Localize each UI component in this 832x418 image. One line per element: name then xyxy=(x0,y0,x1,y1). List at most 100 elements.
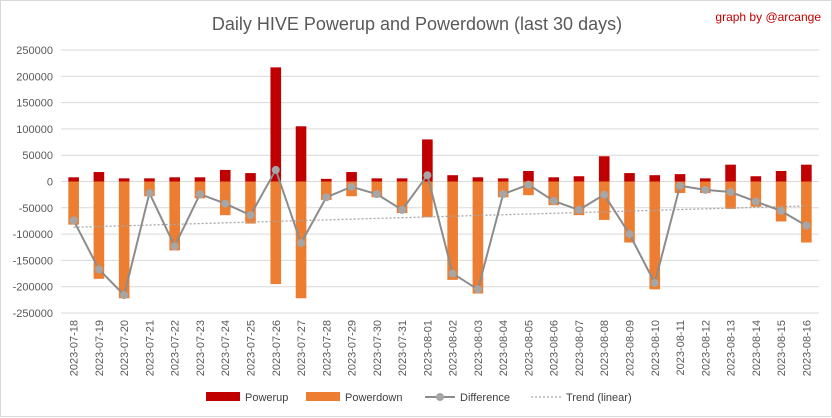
powerup-bar xyxy=(320,178,332,182)
powerup-bar xyxy=(548,177,560,182)
powerdown-bar xyxy=(118,181,130,299)
powerdown-bar xyxy=(422,181,433,218)
y-tick-label: -250000 xyxy=(13,308,53,320)
difference-point xyxy=(448,269,457,278)
powerdown-bar xyxy=(598,181,610,220)
powerdown-bar xyxy=(270,181,282,285)
powerup-bar xyxy=(245,173,256,182)
powerup-bar xyxy=(624,173,635,182)
y-tick-label: 100000 xyxy=(16,124,53,136)
powerdown-bar xyxy=(169,181,181,251)
x-tick-label: 2023-08-11 xyxy=(675,320,687,375)
powerdown-bar xyxy=(245,181,256,224)
difference-point xyxy=(347,182,356,191)
powerup-bar xyxy=(219,169,231,182)
difference-point xyxy=(120,291,129,300)
difference-point xyxy=(322,193,331,202)
difference-point xyxy=(372,190,381,199)
difference-point xyxy=(473,285,482,294)
legend-swatch xyxy=(306,392,340,401)
chart-credit: graph by @arcange xyxy=(715,10,821,24)
x-tick-label: 2023-07-25 xyxy=(246,320,258,376)
x-tick-label: 2023-07-24 xyxy=(220,320,232,376)
powerdown-bar xyxy=(396,181,408,214)
legend: Powerup Powerdown Difference Trend (linear) xyxy=(206,392,632,404)
y-tick-label: -100000 xyxy=(13,229,53,241)
legend-swatch xyxy=(206,392,240,401)
difference-point xyxy=(777,206,786,215)
powerup-bar xyxy=(523,170,534,182)
legend-label: Powerup xyxy=(245,392,288,404)
powerdown-bar xyxy=(371,181,383,198)
chart-title: Daily HIVE Powerup and Powerdown (last 3… xyxy=(212,14,622,34)
x-tick-label: 2023-07-22 xyxy=(170,320,182,376)
difference-point xyxy=(600,190,609,199)
powerup-bar xyxy=(699,178,711,182)
difference-point xyxy=(271,165,280,174)
x-tick-label: 2023-08-07 xyxy=(574,320,586,376)
x-tick-label: 2023-08-01 xyxy=(422,320,434,376)
difference-point xyxy=(69,216,78,225)
y-axis-ticks: 250000 200000 150000 100000 50000 0 -50000 -100… xyxy=(13,45,53,320)
difference-point xyxy=(297,239,306,248)
powerdown-bar xyxy=(447,181,458,280)
legend-marker xyxy=(436,393,444,401)
powerup-bar xyxy=(194,177,206,182)
x-tick-label: 2023-08-14 xyxy=(751,320,763,376)
legend-item: Trend (linear) xyxy=(531,392,632,404)
powerup-bar xyxy=(396,178,408,182)
difference-point xyxy=(398,205,407,214)
difference-point xyxy=(145,189,154,198)
difference-point xyxy=(221,199,230,208)
x-axis-ticks: 2023-07-18 2023-07-19 2023-07-20 2023-07-21… xyxy=(69,320,814,376)
legend-label: Difference xyxy=(460,392,510,404)
y-tick-label: -150000 xyxy=(13,255,53,267)
x-tick-label: 2023-07-28 xyxy=(321,320,333,376)
powerup-bar xyxy=(674,174,686,182)
powerdown-bar xyxy=(320,181,332,200)
powerdown-bar xyxy=(68,181,79,225)
x-tick-label: 2023-08-12 xyxy=(700,320,712,376)
legend-item: Powerup xyxy=(206,392,288,404)
x-tick-label: 2023-07-31 xyxy=(397,320,409,376)
legend-label: Powerdown xyxy=(345,392,402,404)
x-tick-label: 2023-08-06 xyxy=(549,320,561,376)
x-tick-label: 2023-07-26 xyxy=(271,320,283,376)
powerdown-bar xyxy=(219,181,231,216)
x-tick-label: 2023-07-21 xyxy=(144,320,156,376)
difference-point xyxy=(574,205,583,214)
powerup-bar xyxy=(295,126,307,182)
powerdown-bar xyxy=(497,181,509,198)
difference-point xyxy=(170,242,179,251)
powerup-bar xyxy=(750,176,762,182)
gridlines xyxy=(61,49,819,314)
x-tick-label: 2023-08-04 xyxy=(498,320,510,376)
powerdown-bar xyxy=(775,181,787,222)
y-tick-label: -50000 xyxy=(19,203,53,215)
powerup-bar xyxy=(169,177,181,182)
powerdown-bar xyxy=(548,181,560,206)
powerup-bar xyxy=(573,176,585,182)
powerdown-bar xyxy=(750,181,762,207)
difference-point xyxy=(650,279,659,288)
x-tick-label: 2023-08-08 xyxy=(599,320,611,376)
difference-point xyxy=(195,190,204,199)
powerdown-bar xyxy=(801,181,812,243)
powerup-bar xyxy=(93,172,105,182)
x-tick-label: 2023-08-05 xyxy=(523,320,535,376)
y-tick-label: 0 xyxy=(47,177,53,189)
powerup-bar xyxy=(649,175,661,182)
x-tick-label: 2023-07-30 xyxy=(372,320,384,376)
x-tick-label: 2023-07-19 xyxy=(94,320,106,376)
powerup-bar xyxy=(422,139,433,182)
x-tick-label: 2023-08-15 xyxy=(776,320,788,376)
x-tick-label: 2023-07-27 xyxy=(296,320,308,376)
powerup-bar xyxy=(118,178,130,182)
difference-point xyxy=(246,211,255,220)
x-tick-label: 2023-08-10 xyxy=(650,320,662,376)
bars xyxy=(68,67,812,299)
powerup-bar xyxy=(68,177,79,182)
difference-point xyxy=(524,180,533,189)
x-tick-label: 2023-08-13 xyxy=(726,320,738,376)
